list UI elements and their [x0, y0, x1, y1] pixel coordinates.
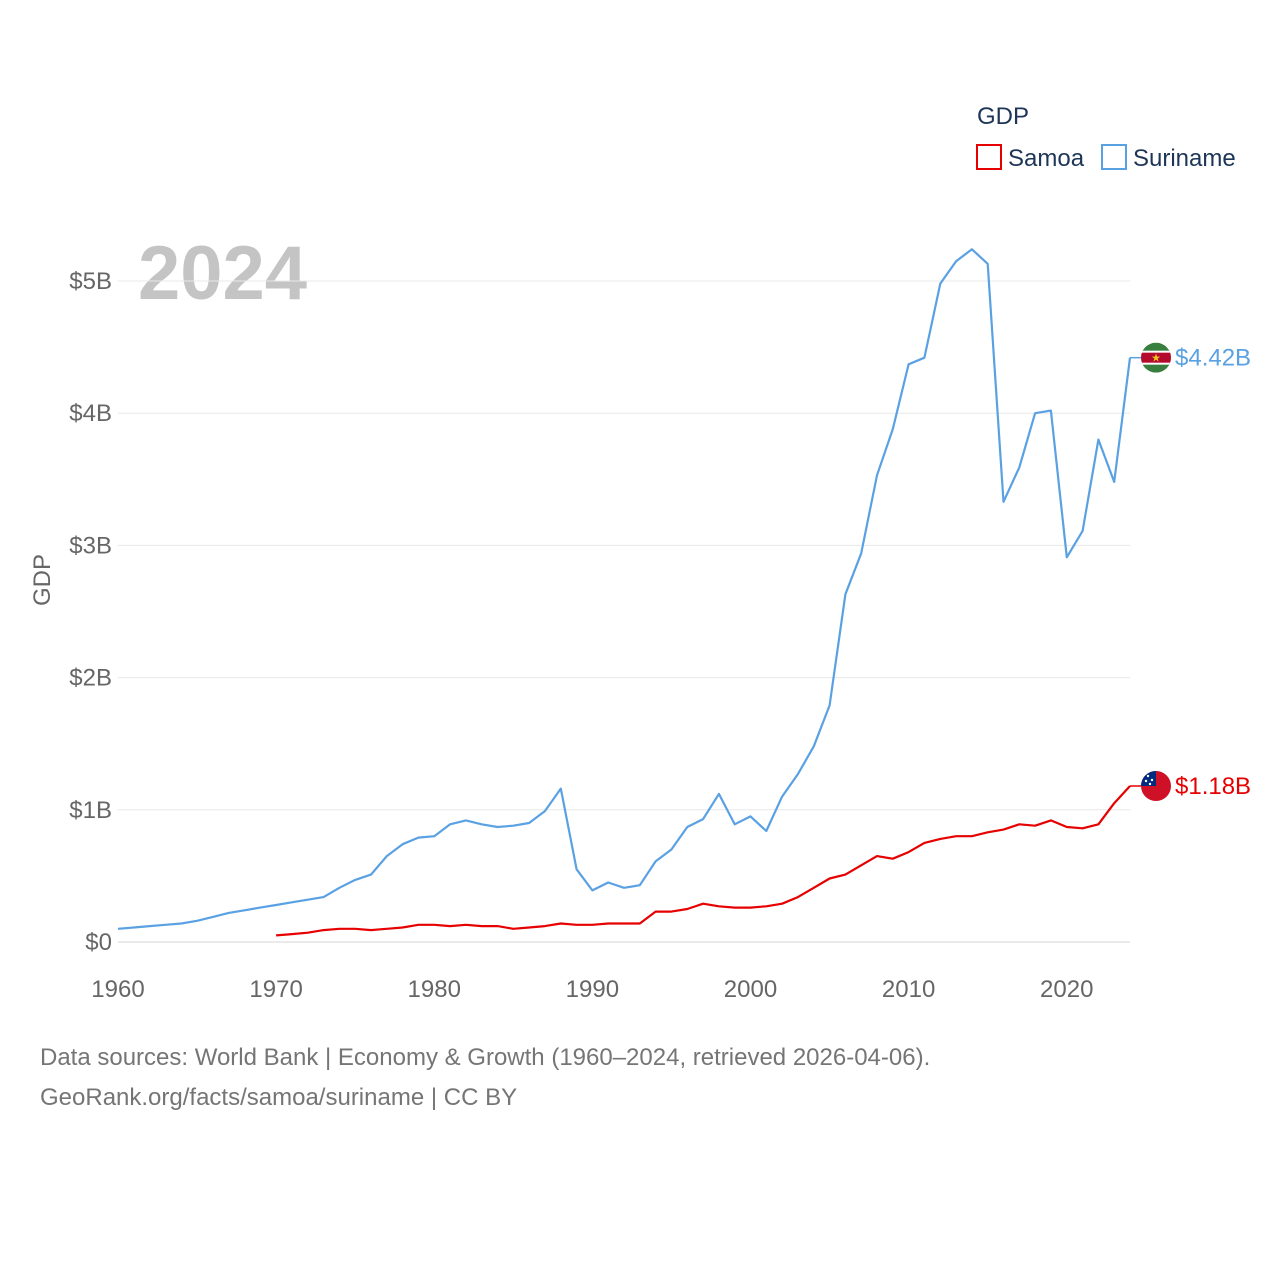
x-tick-label: 1960	[91, 976, 144, 1003]
y-tick-label: $3B	[69, 532, 112, 559]
suriname-flag-icon: ★	[1141, 342, 1171, 373]
y-axis-label: GDP	[29, 554, 56, 606]
legend-swatch-samoa[interactable]	[976, 144, 1002, 170]
end-value-label-samoa: $1.18B	[1175, 773, 1251, 800]
source-line-2[interactable]: GeoRank.org/facts/samoa/suriname | CC BY	[40, 1084, 518, 1111]
year-watermark: 2024	[138, 231, 307, 316]
y-tick-label: $0	[85, 929, 112, 956]
legend-label-suriname: Suriname	[1133, 145, 1236, 172]
svg-text:★: ★	[1151, 353, 1161, 365]
end-value-label-suriname: $4.42B	[1175, 345, 1251, 372]
series-line-suriname[interactable]	[117, 248, 1132, 930]
y-tick-label: $4B	[69, 400, 112, 427]
x-tick-label: 2010	[882, 976, 935, 1003]
samoa-flag-icon	[1141, 771, 1171, 802]
x-tick-label: 1970	[249, 976, 302, 1003]
x-tick-label: 2000	[724, 976, 777, 1003]
legend-swatch-suriname[interactable]	[1101, 144, 1127, 170]
x-tick-label: 2020	[1040, 976, 1093, 1003]
legend-label-samoa: Samoa	[1008, 145, 1085, 172]
source-line-1[interactable]: Data sources: World Bank | Economy & Gro…	[40, 1044, 931, 1071]
legend-title: GDP	[977, 103, 1029, 130]
y-tick-label: $5B	[69, 268, 112, 295]
series-line-samoa[interactable]	[276, 785, 1131, 937]
y-tick-label: $1B	[69, 797, 112, 824]
y-tick-label: $2B	[69, 665, 112, 692]
x-tick-label: 1980	[408, 976, 461, 1003]
x-tick-label: 1990	[566, 976, 619, 1003]
